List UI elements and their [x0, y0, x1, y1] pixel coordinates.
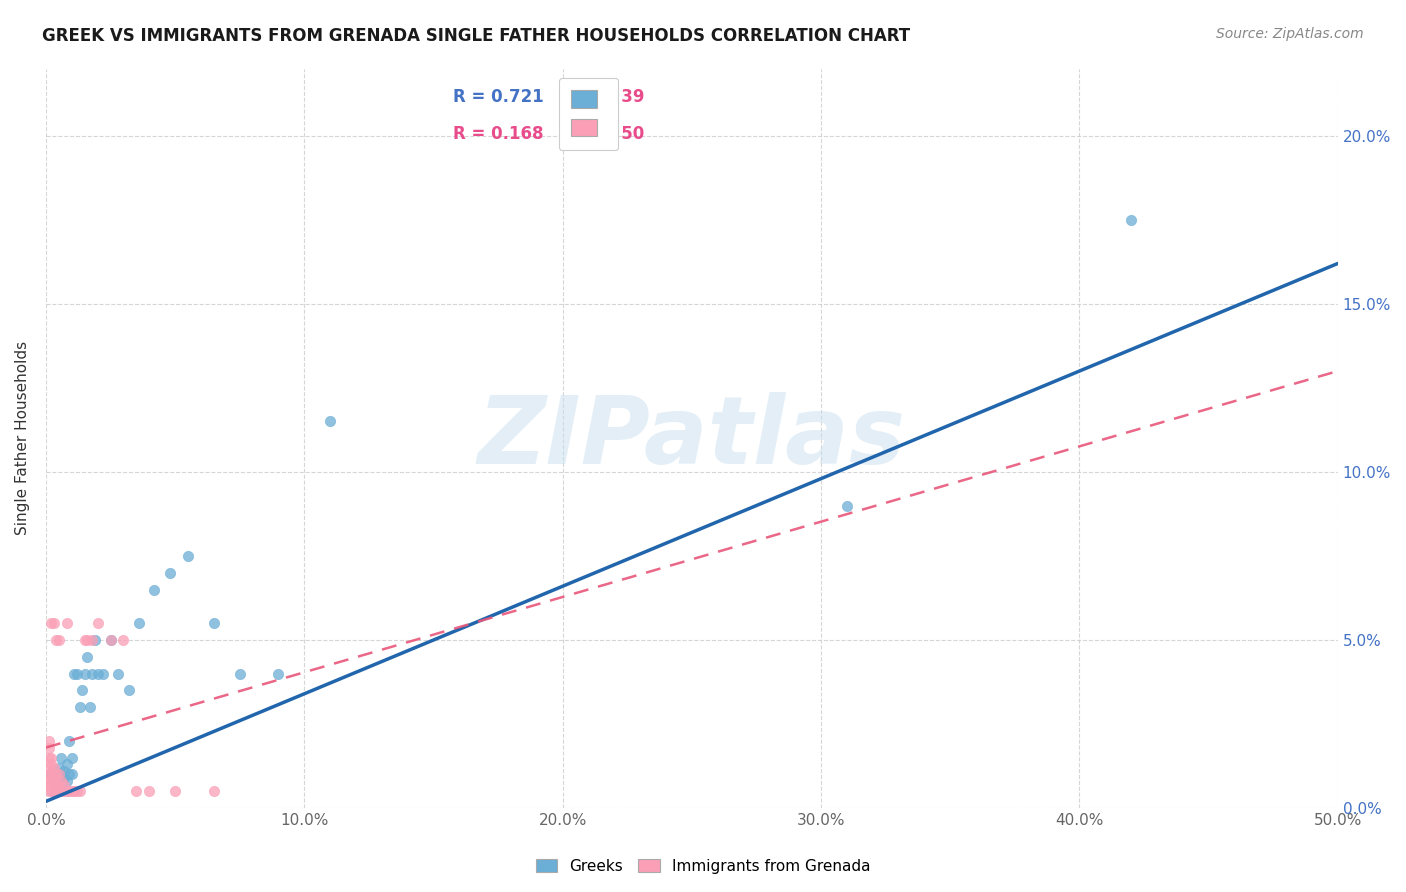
Point: [48, 761, 70, 775]
Point: [117, 683, 139, 698]
Point: [202, 784, 225, 798]
Point: [143, 582, 166, 597]
Point: [70, 683, 93, 698]
Point: [835, 499, 858, 513]
Point: [53, 771, 76, 785]
Y-axis label: Single Father Households: Single Father Households: [15, 342, 30, 535]
Text: N = 39: N = 39: [582, 87, 644, 105]
Point: [53, 784, 76, 798]
Point: [55, 784, 77, 798]
Point: [51, 774, 73, 789]
Point: [100, 632, 122, 647]
Point: [76, 649, 98, 664]
Point: [73, 666, 96, 681]
Point: [202, 616, 225, 631]
Point: [39, 778, 62, 792]
Point: [38, 750, 60, 764]
Point: [39, 784, 62, 798]
Point: [63, 666, 86, 681]
Point: [91, 666, 114, 681]
Point: [55, 616, 77, 631]
Point: [39, 750, 62, 764]
Point: [267, 666, 290, 681]
Point: [165, 784, 187, 798]
Point: [58, 767, 80, 781]
Point: [138, 784, 160, 798]
Point: [42, 616, 65, 631]
Legend: Greeks, Immigrants from Grenada: Greeks, Immigrants from Grenada: [530, 853, 876, 880]
Point: [58, 734, 80, 748]
Point: [55, 774, 77, 789]
Point: [48, 778, 70, 792]
Point: [39, 767, 62, 781]
Point: [51, 784, 73, 798]
Point: [159, 566, 181, 580]
Text: R = 0.721: R = 0.721: [453, 87, 544, 105]
Point: [48, 767, 70, 781]
Point: [38, 774, 60, 789]
Point: [38, 784, 60, 798]
Point: [76, 632, 98, 647]
Point: [1119, 212, 1142, 227]
Point: [86, 666, 108, 681]
Point: [39, 757, 62, 772]
Point: [73, 632, 96, 647]
Point: [229, 666, 252, 681]
Point: [39, 767, 62, 781]
Point: [42, 778, 65, 792]
Point: [82, 632, 104, 647]
Point: [45, 767, 67, 781]
Point: [42, 774, 65, 789]
Point: [60, 750, 83, 764]
Point: [60, 784, 83, 798]
Point: [84, 632, 107, 647]
Point: [100, 632, 122, 647]
Text: GREEK VS IMMIGRANTS FROM GRENADA SINGLE FATHER HOUSEHOLDS CORRELATION CHART: GREEK VS IMMIGRANTS FROM GRENADA SINGLE …: [42, 27, 910, 45]
Point: [128, 616, 150, 631]
Point: [112, 632, 135, 647]
Point: [42, 761, 65, 775]
Point: [66, 784, 89, 798]
Point: [86, 616, 108, 631]
Point: [38, 778, 60, 792]
Point: [60, 767, 83, 781]
Point: [319, 415, 342, 429]
Point: [42, 767, 65, 781]
Point: [45, 632, 67, 647]
Point: [82, 666, 104, 681]
Text: N = 50: N = 50: [582, 125, 644, 143]
Point: [177, 549, 200, 563]
Text: R = 0.168: R = 0.168: [453, 125, 543, 143]
Point: [51, 750, 73, 764]
Point: [53, 778, 76, 792]
Point: [39, 616, 62, 631]
Point: [55, 757, 77, 772]
Point: [45, 778, 67, 792]
Point: [38, 740, 60, 755]
Point: [42, 784, 65, 798]
Point: [107, 666, 129, 681]
Point: [58, 784, 80, 798]
Text: ZIPatlas: ZIPatlas: [478, 392, 905, 484]
Point: [48, 784, 70, 798]
Point: [48, 632, 70, 647]
Point: [125, 784, 148, 798]
Point: [42, 784, 65, 798]
Point: [48, 778, 70, 792]
Point: [69, 700, 91, 714]
Point: [51, 767, 73, 781]
Point: [38, 767, 60, 781]
Point: [45, 784, 67, 798]
Point: [79, 700, 101, 714]
Point: [69, 784, 91, 798]
Point: [63, 784, 86, 798]
Point: [38, 761, 60, 775]
Point: [38, 734, 60, 748]
Point: [53, 764, 76, 778]
Text: Source: ZipAtlas.com: Source: ZipAtlas.com: [1216, 27, 1364, 41]
Point: [45, 774, 67, 789]
Point: [39, 774, 62, 789]
Legend: , : ,: [558, 78, 619, 151]
Point: [66, 666, 89, 681]
